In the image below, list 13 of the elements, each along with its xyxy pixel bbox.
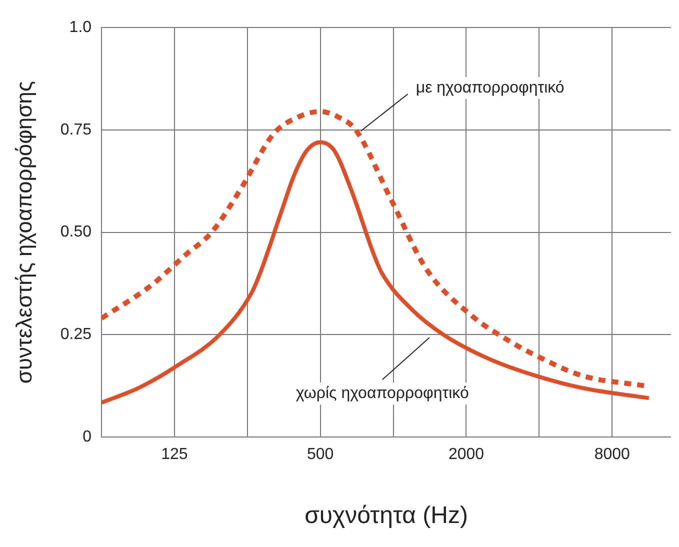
x-tick-label: 125 — [161, 446, 188, 464]
x-tick-label: 8000 — [594, 446, 630, 464]
x-axis-title: συχνότητα (Hz) — [304, 502, 468, 530]
y-tick-label: 0.25 — [60, 326, 92, 344]
y-tick-label: 0 — [82, 428, 92, 446]
x-tick-label: 2000 — [448, 446, 484, 464]
x-tick-label: 500 — [307, 446, 334, 464]
y-tick-label: 0.50 — [60, 224, 92, 241]
annotation: χωρίς ηχοαπορροφητικό — [296, 385, 469, 402]
annotation: με ηχοαπορροφητικό — [416, 79, 564, 96]
y-tick-label: 1.0 — [69, 19, 92, 36]
y-tick-label: 0.75 — [60, 121, 92, 138]
y-axis-title: συντελεστής ηχοαπορρόφησης — [11, 81, 36, 384]
